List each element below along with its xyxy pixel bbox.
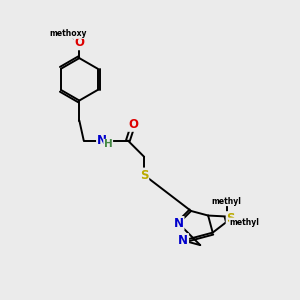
Text: N: N <box>178 234 188 247</box>
Text: N: N <box>174 217 184 230</box>
Text: O: O <box>74 36 84 49</box>
Text: S: S <box>226 212 235 225</box>
Text: N: N <box>97 134 107 147</box>
Text: S: S <box>140 169 148 182</box>
Text: methyl: methyl <box>212 197 242 206</box>
Text: methoxy: methoxy <box>50 29 87 38</box>
Text: O: O <box>128 118 138 131</box>
Text: H: H <box>104 140 112 149</box>
Text: methyl: methyl <box>230 218 260 227</box>
